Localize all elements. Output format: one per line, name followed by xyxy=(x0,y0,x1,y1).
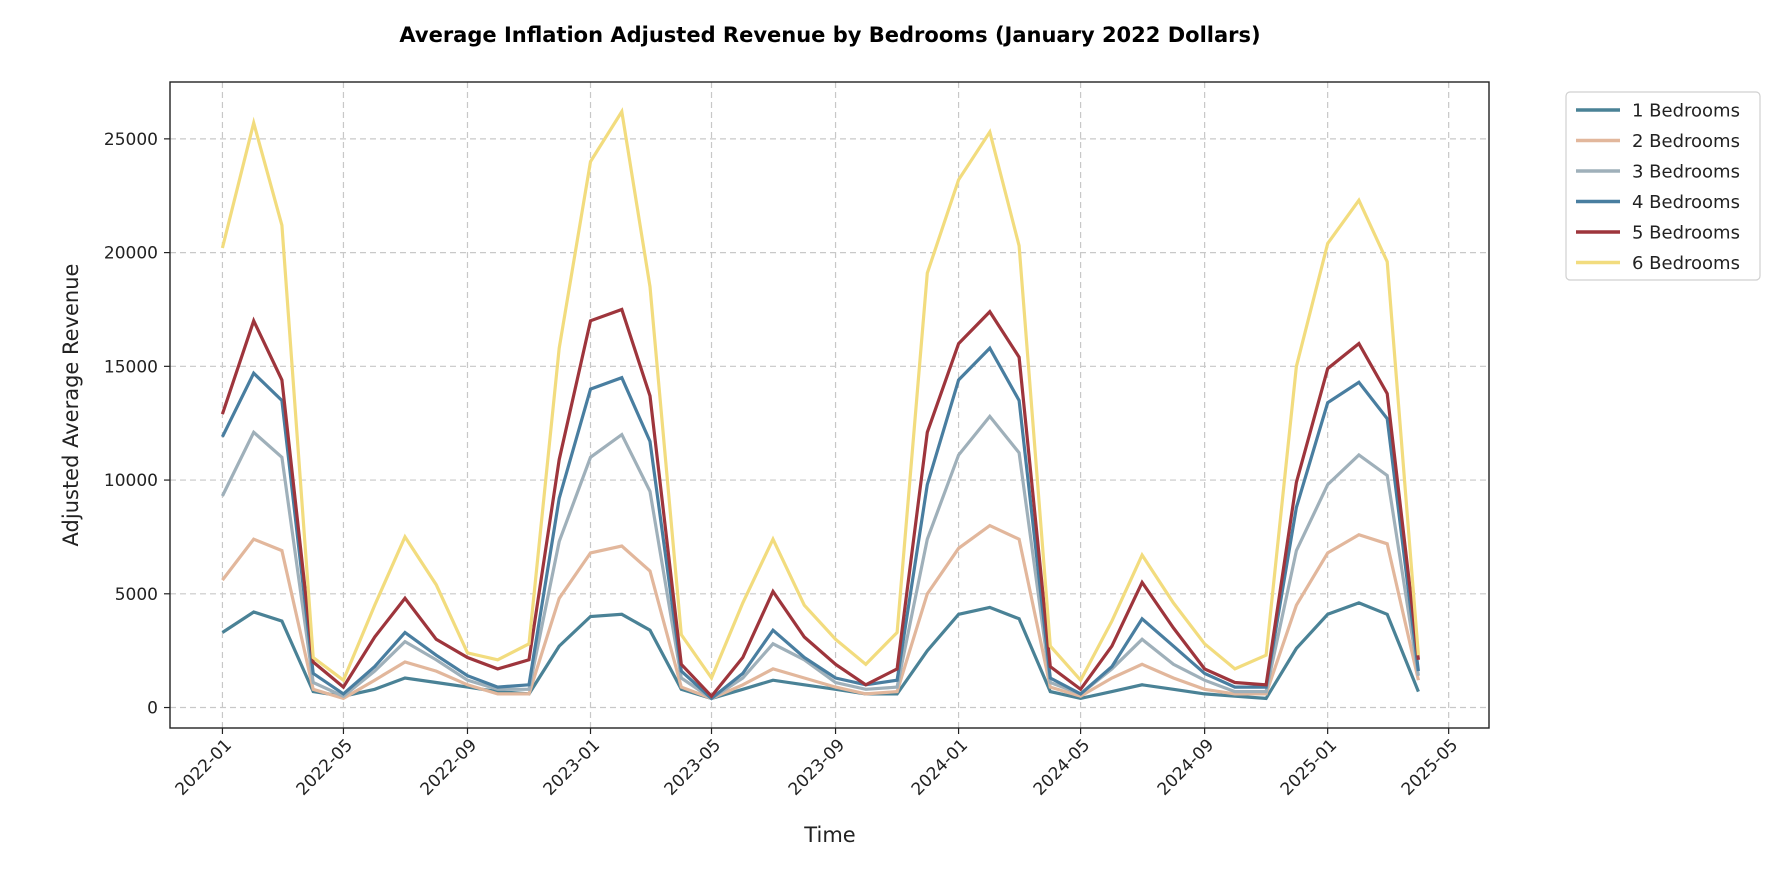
series-line-1-bedrooms xyxy=(221,601,1420,701)
legend-item: 1 Bedrooms xyxy=(1576,101,1740,122)
y-tick-label: 20000 xyxy=(104,244,158,264)
legend-label: 1 Bedrooms xyxy=(1632,101,1740,122)
x-tick-label: 2024-09 xyxy=(1154,735,1218,799)
x-tick-label: 2022-09 xyxy=(417,735,481,799)
legend-item: 3 Bedrooms xyxy=(1576,162,1740,183)
series-lines xyxy=(220,107,1420,701)
y-axis: 0 5000 10000 15000 20000 25000 xyxy=(104,130,170,719)
legend-label: 3 Bedrooms xyxy=(1632,162,1740,183)
x-tick-label: 2024-05 xyxy=(1030,735,1094,799)
legend-label: 5 Bedrooms xyxy=(1632,223,1740,244)
series-line-3-bedrooms xyxy=(220,413,1420,701)
x-tick-label: 2024-01 xyxy=(908,735,972,799)
chart-title: Average Inflation Adjusted Revenue by Be… xyxy=(399,23,1260,47)
legend-label: 4 Bedrooms xyxy=(1632,192,1740,213)
y-tick-label: 5000 xyxy=(115,585,158,605)
legend-label: 2 Bedrooms xyxy=(1632,131,1740,152)
x-tick-label: 2025-05 xyxy=(1398,735,1462,799)
series-line-2-bedrooms xyxy=(221,523,1420,701)
y-tick-label: 10000 xyxy=(104,471,158,491)
legend-item: 6 Bedrooms xyxy=(1576,253,1740,274)
series-line-6-bedrooms xyxy=(220,107,1420,683)
legend-item: 2 Bedrooms xyxy=(1576,131,1740,152)
x-axis-label: Time xyxy=(803,823,855,847)
series-line-5-bedrooms xyxy=(220,307,1420,699)
legend-item: 5 Bedrooms xyxy=(1576,223,1740,244)
x-tick-label: 2023-09 xyxy=(785,735,849,799)
series-line-4-bedrooms xyxy=(220,345,1420,701)
y-axis-label: Adjusted Average Revenue xyxy=(59,264,83,547)
legend: 1 Bedrooms 2 Bedrooms 3 Bedrooms 4 Bedrooms… xyxy=(1565,91,1761,281)
x-tick-label: 2022-05 xyxy=(293,735,357,799)
x-tick-label: 2025-01 xyxy=(1277,735,1341,799)
y-tick-label: 0 xyxy=(147,699,158,719)
x-tick-label: 2023-01 xyxy=(540,735,604,799)
legend-label: 6 Bedrooms xyxy=(1632,253,1740,274)
plot-frame xyxy=(169,81,1490,729)
y-tick-label: 15000 xyxy=(104,357,158,377)
y-tick-label: 25000 xyxy=(104,130,158,150)
legend-item: 4 Bedrooms xyxy=(1576,192,1740,213)
x-tick-label: 2023-05 xyxy=(661,735,725,799)
x-axis: 2022-01 2022-05 2022-09 2023-01 2023-05 2023-… xyxy=(172,728,1462,800)
x-tick-label: 2022-01 xyxy=(172,735,236,799)
